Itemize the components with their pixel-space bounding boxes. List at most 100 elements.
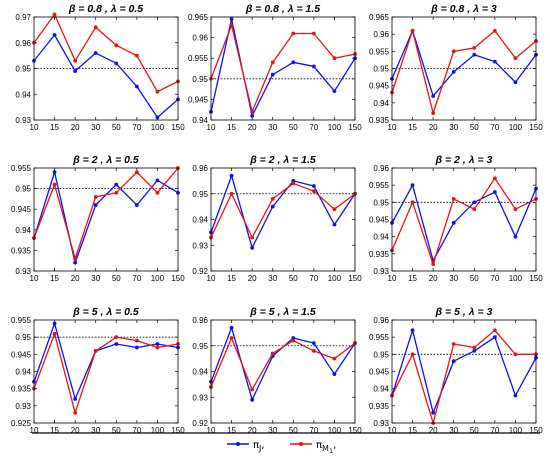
- data-point: [229, 325, 234, 330]
- x-tick-label: 50: [470, 274, 479, 283]
- series-line-2: [210, 182, 356, 239]
- x-tick-label: 70: [309, 274, 318, 283]
- data-point: [492, 335, 497, 340]
- data-point: [311, 349, 316, 353]
- data-point: [513, 352, 518, 357]
- data-point: [114, 335, 119, 340]
- data-point: [155, 178, 160, 183]
- data-point: [472, 200, 477, 205]
- y-tick-label: 0.94: [15, 226, 31, 235]
- data-point: [332, 207, 337, 212]
- data-point: [472, 349, 477, 353]
- y-tick-label: 0.95: [192, 190, 208, 199]
- x-tick-label: 30: [449, 274, 458, 283]
- y-tick-label: 0.94: [192, 216, 208, 225]
- x-tick-label: 100: [328, 123, 342, 132]
- y-tick-label: 0.925: [11, 419, 32, 428]
- y-tick-label: 0.93: [15, 267, 31, 276]
- x-tick-label: 150: [529, 426, 543, 435]
- x-tick-label: 20: [248, 426, 257, 435]
- subplot-9: β = 5 , λ = 3 0.93 0.935 0.94 0.945 0.95 0.955…: [369, 306, 543, 435]
- data-point: [114, 342, 119, 346]
- data-point: [270, 204, 275, 209]
- x-tick-label: 100: [151, 426, 165, 435]
- x-tick-label: 150: [529, 274, 543, 283]
- x-tick-label: 20: [248, 274, 257, 283]
- data-point: [155, 115, 160, 120]
- y-tick-label: 0.94: [192, 368, 208, 377]
- legend-marker: [299, 442, 303, 446]
- x-tick-label: 15: [408, 123, 417, 132]
- data-point: [332, 56, 337, 61]
- data-point: [410, 328, 415, 333]
- y-tick-label: 0.96: [373, 164, 389, 173]
- data-point: [513, 207, 518, 212]
- data-point: [250, 397, 255, 402]
- series-line-1: [391, 329, 537, 414]
- y-tick-label: 0.93: [192, 241, 208, 250]
- data-point: [73, 397, 78, 401]
- data-point: [250, 235, 255, 240]
- x-tick-label: 20: [429, 123, 438, 132]
- axes-box: [391, 16, 537, 121]
- x-tick-label: 30: [449, 426, 458, 435]
- data-point: [114, 43, 119, 48]
- y-tick-label: 0.95: [373, 198, 389, 207]
- data-point: [134, 84, 139, 89]
- y-tick-label: 0.95: [15, 185, 31, 194]
- y-tick-label: 0.955: [11, 316, 32, 325]
- x-tick-label: 100: [509, 426, 523, 435]
- x-tick-label: 15: [227, 123, 236, 132]
- y-tick-label: 0.94: [373, 233, 389, 242]
- axes-box: [33, 16, 179, 121]
- y-tick-label: 0.95: [192, 75, 208, 84]
- subplot-title: β = 0.8 , λ = 0.5: [68, 3, 143, 15]
- x-tick-label: 10: [30, 426, 39, 435]
- data-point: [73, 410, 78, 415]
- axes-box: [391, 167, 537, 272]
- y-tick-label: 0.93: [15, 402, 31, 411]
- x-tick-label: 10: [207, 123, 216, 132]
- y-tick-label: 0.935: [11, 385, 32, 394]
- data-point: [134, 345, 139, 350]
- data-point: [332, 372, 337, 376]
- subplot-title: β = 5 , λ = 0.5: [72, 306, 139, 318]
- x-tick-label: 70: [490, 123, 499, 132]
- data-point: [291, 31, 296, 36]
- x-tick-label: 150: [348, 426, 362, 435]
- subplot-title: β = 5 , λ = 1.5: [249, 306, 316, 318]
- y-tick-label: 0.92: [192, 419, 208, 428]
- subplot-1: β = 0.8 , λ = 0.5 0.93 0.94 0.95 0.96 0.97 10 1…: [15, 3, 185, 132]
- series-line-2: [210, 337, 356, 391]
- data-point: [93, 25, 98, 30]
- data-point: [431, 111, 436, 116]
- data-point: [492, 28, 497, 33]
- data-point: [410, 183, 415, 188]
- y-tick-label: 0.96: [15, 39, 31, 48]
- data-point: [451, 49, 456, 54]
- y-tick-label: 0.935: [369, 402, 390, 411]
- y-tick-label: 0.96: [192, 316, 208, 325]
- legend-label-2: πM1,: [316, 440, 336, 455]
- data-point: [134, 53, 139, 58]
- data-point: [52, 33, 57, 37]
- y-tick-label: 0.94: [15, 368, 31, 377]
- y-tick-label: 0.96: [373, 316, 389, 325]
- data-point: [73, 256, 78, 261]
- x-tick-label: 15: [50, 123, 59, 132]
- x-tick-label: 70: [309, 426, 318, 435]
- data-point: [52, 12, 57, 17]
- y-tick-label: 0.945: [369, 82, 390, 91]
- data-point: [513, 56, 518, 61]
- data-point: [291, 60, 296, 65]
- x-tick-label: 100: [328, 426, 342, 435]
- x-tick-label: 100: [151, 123, 165, 132]
- axes-box: [210, 16, 356, 121]
- x-tick-label: 150: [171, 426, 185, 435]
- subplot-2: β = 0.8 , λ = 1.5 0.94 0.945 0.95 0.955 0.96 0…: [188, 3, 362, 132]
- subplot-title: β = 5 , λ = 3: [435, 306, 493, 318]
- data-point: [93, 194, 98, 199]
- y-tick-label: 0.935: [369, 250, 390, 259]
- y-tick-label: 0.94: [15, 90, 31, 99]
- data-point: [311, 184, 316, 188]
